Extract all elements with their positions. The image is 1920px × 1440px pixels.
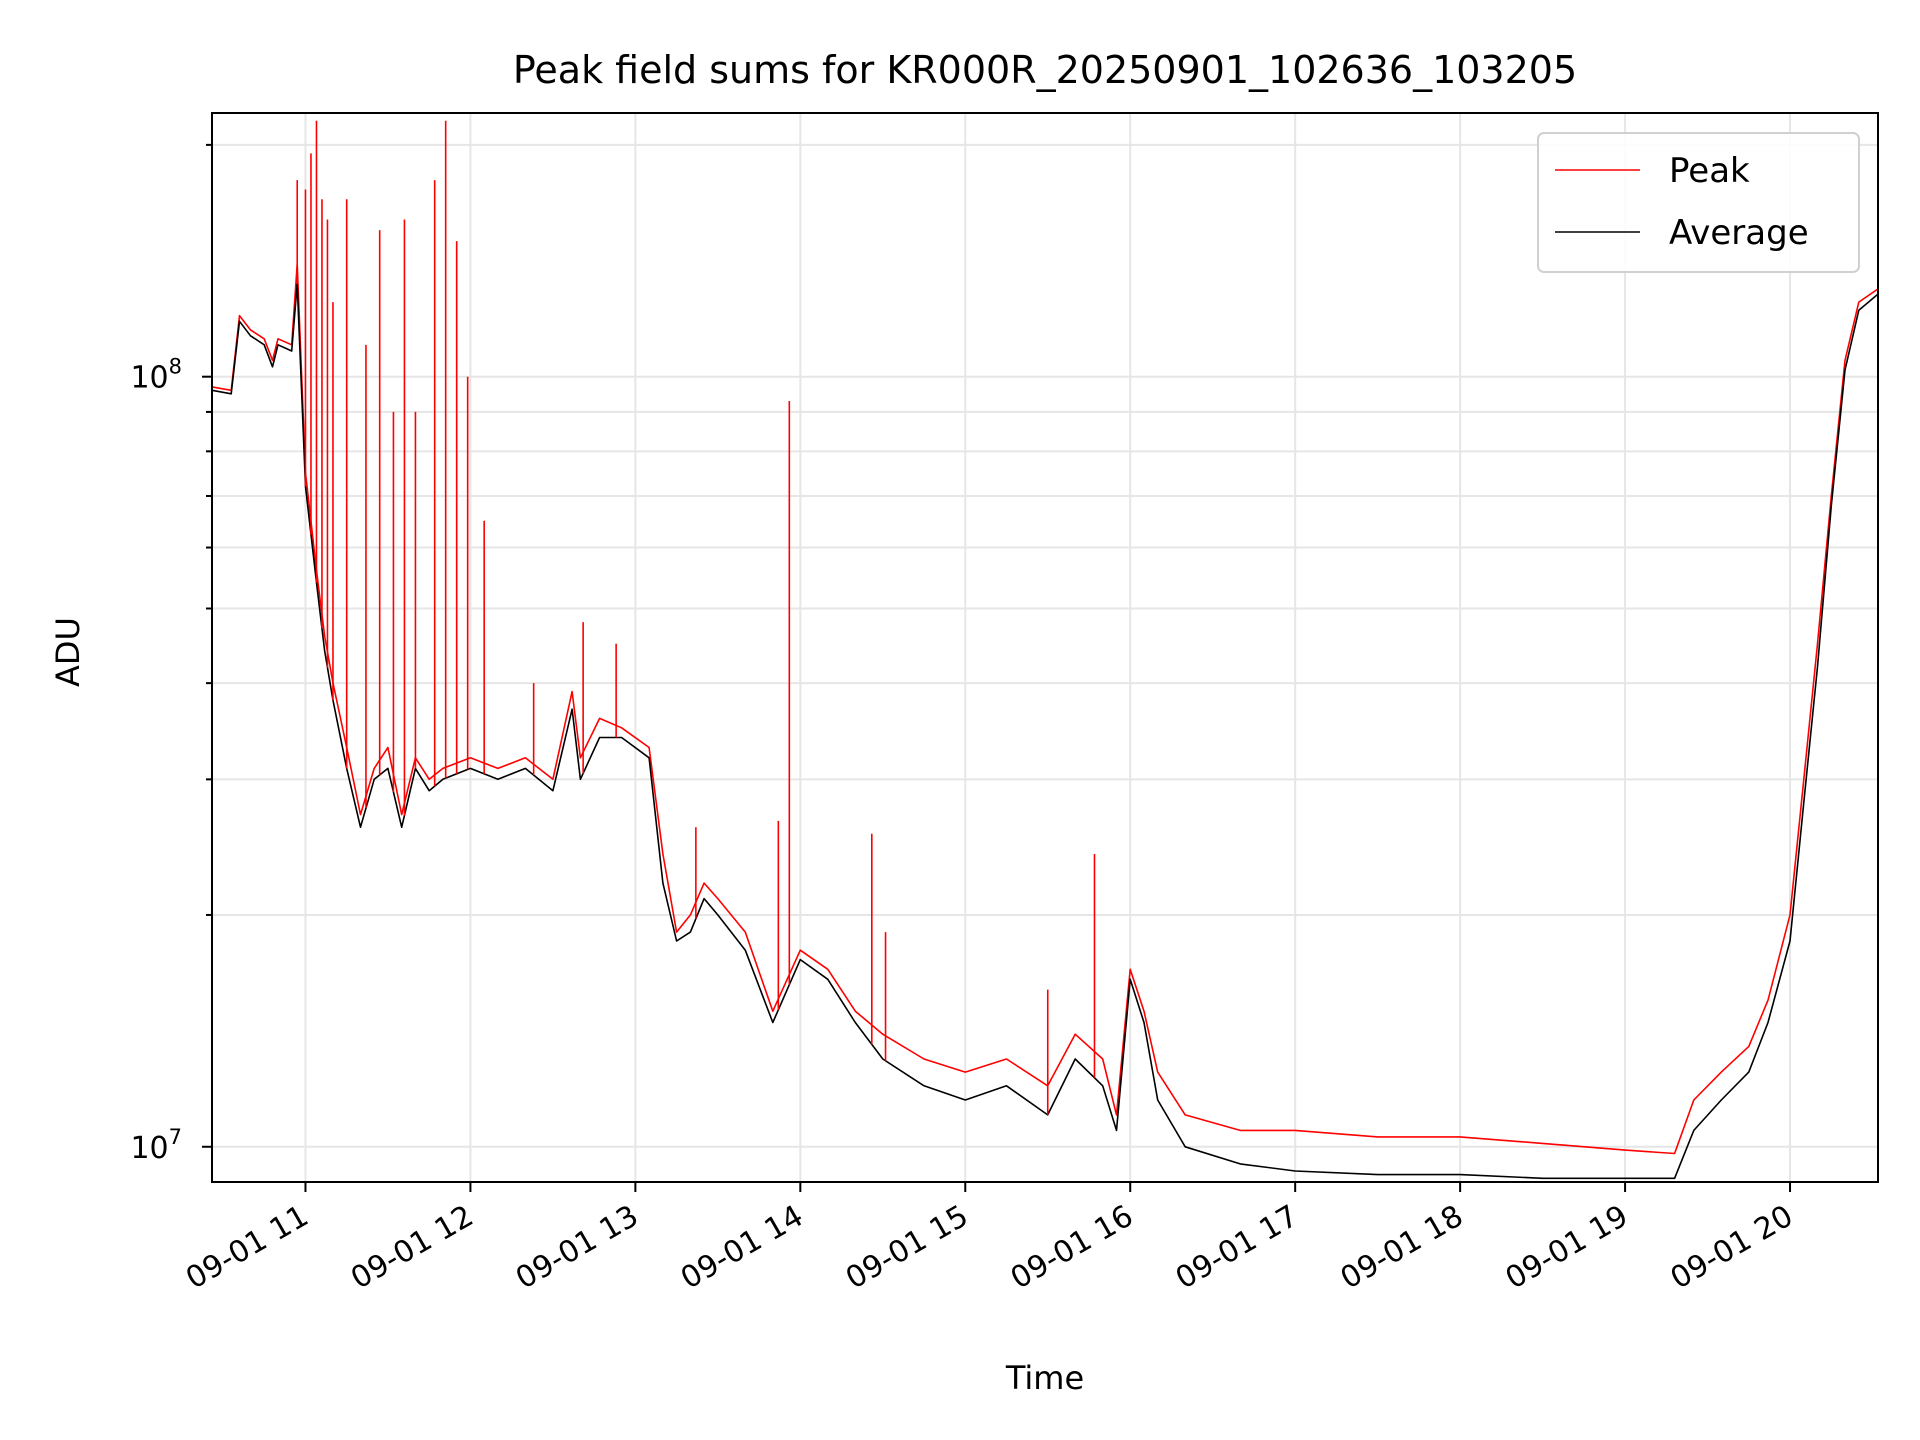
y-tick-label: 107 bbox=[130, 1125, 182, 1166]
series-line-peak bbox=[212, 263, 1878, 1155]
plot-area bbox=[212, 120, 1878, 1180]
y-axis-label: ADU bbox=[49, 617, 87, 687]
legend: Peak Average bbox=[1537, 132, 1860, 273]
legend-average-label: Average bbox=[1669, 213, 1809, 253]
y-tick-label: 108 bbox=[130, 355, 182, 396]
legend-peak-label: Peak bbox=[1669, 151, 1750, 191]
grid bbox=[212, 113, 1878, 1182]
x-axis-label: Time bbox=[1005, 1359, 1084, 1397]
series-line-average bbox=[212, 282, 1878, 1180]
y-axis: 107 108 bbox=[130, 143, 212, 1166]
chart-title: Peak field sums for KR000R_20250901_1026… bbox=[513, 48, 1577, 92]
plot-frame bbox=[211, 112, 1879, 1183]
series-layer bbox=[212, 120, 1878, 1180]
legend-box bbox=[1537, 132, 1860, 273]
